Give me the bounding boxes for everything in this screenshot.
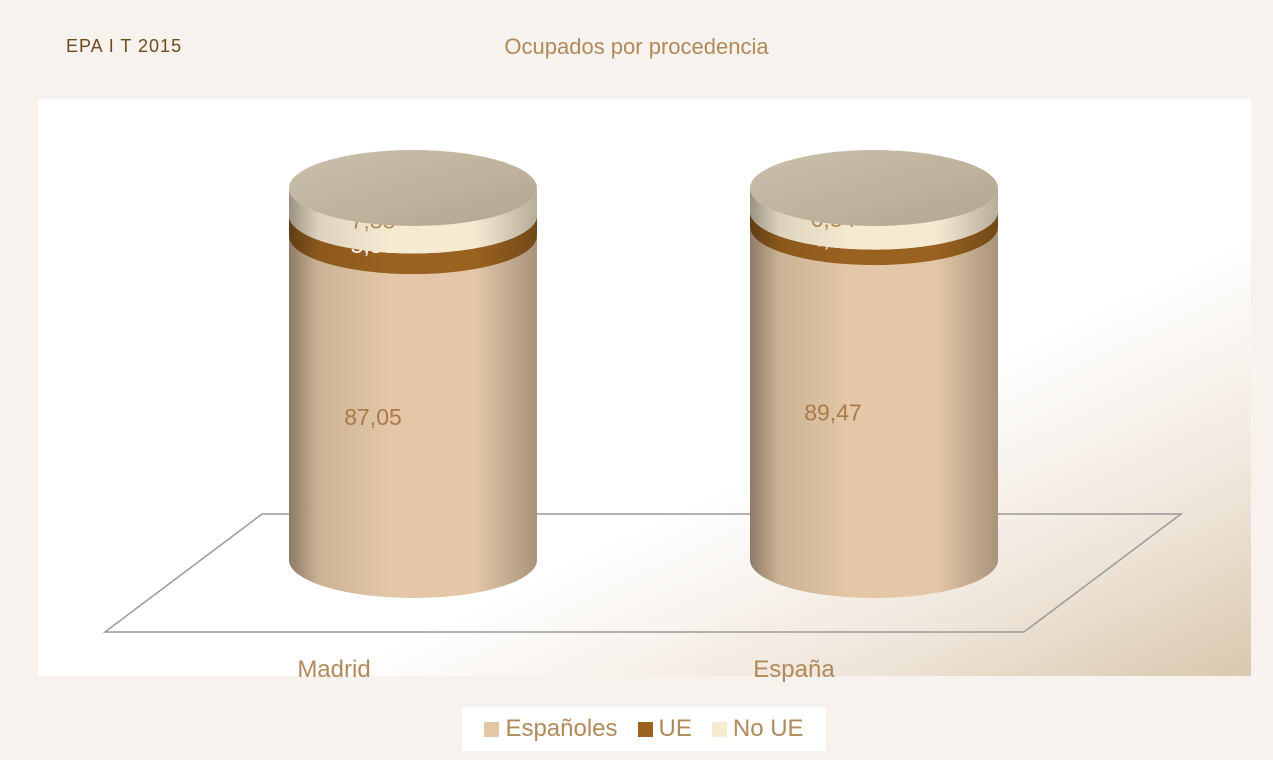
plot-area	[38, 99, 1251, 676]
legend-swatch-no-ue	[711, 721, 727, 737]
cylinder-madrid: 87,055,577,38	[289, 150, 537, 598]
bar-segment-espana-ue	[750, 211, 998, 266]
legend-item-no-ue: No UE	[711, 715, 804, 743]
cylinder-cap-espana	[750, 150, 998, 227]
legend-item-espanoles: Españoles	[484, 715, 618, 743]
legend-label-ue: UE	[658, 715, 692, 742]
cylinder-cap-madrid	[289, 150, 537, 226]
cylinder-espana: 89,474,186,34	[750, 150, 998, 598]
chart-title: Ocupados por procedencia	[504, 34, 769, 59]
x-tick-label-madrid: Madrid	[297, 656, 370, 683]
legend-swatch-espanoles	[484, 721, 500, 737]
bar-segment-espana-no-ue	[750, 188, 998, 250]
legend-swatch-ue	[637, 721, 653, 737]
data-label-espana-espanoles: 89,47	[804, 400, 862, 426]
bar-segment-madrid-espanoles	[289, 236, 537, 598]
legend-label-espanoles: Españoles	[505, 715, 618, 742]
legend: Españoles UE No UE	[462, 707, 826, 751]
bar-segment-espana-espanoles	[750, 227, 998, 598]
legend-label-no-ue: No UE	[732, 715, 804, 742]
legend-item-ue: UE	[637, 715, 692, 743]
bar-segment-madrid-ue	[289, 215, 537, 275]
data-label-madrid-espanoles: 87,05	[344, 404, 402, 430]
page-label: EPA I T 2015	[66, 36, 183, 56]
x-tick-label-espana: España	[753, 656, 835, 683]
bar-segment-madrid-no-ue	[289, 188, 537, 254]
